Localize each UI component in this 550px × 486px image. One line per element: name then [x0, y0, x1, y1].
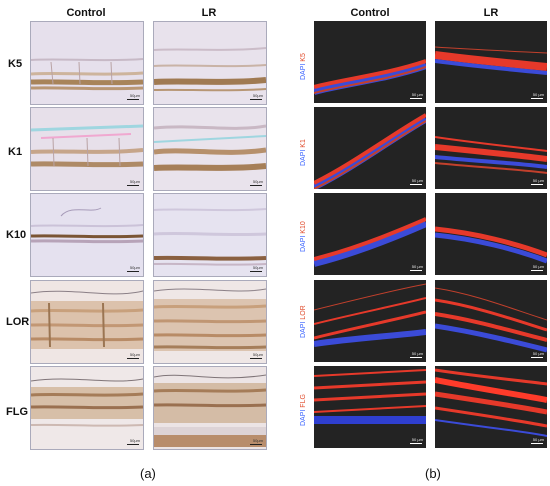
scale-bar: [531, 443, 543, 444]
scale-label: 50 µm: [532, 178, 544, 183]
scale-label: 50 µm: [532, 264, 544, 269]
scale-label: 50µm: [252, 438, 263, 443]
panel-b-row-label-flg: DAPI FLG: [300, 394, 307, 426]
panel-b-row-label-lor: DAPI LOR: [300, 305, 307, 338]
ihc-image-flg-lr: 50µm: [153, 366, 267, 450]
marker-label: K1: [300, 139, 307, 148]
dapi-label: DAPI: [300, 409, 307, 426]
scale-label: 50µm: [129, 438, 140, 443]
ihc-image-k5-lr: 50µm: [153, 21, 267, 105]
panel-b-row-label-k5: DAPI K5: [300, 53, 307, 80]
panel-a-row-label-lor: LOR: [6, 316, 30, 328]
panel-b-label: (b): [425, 466, 441, 481]
fluor-image-k1-lr: 50 µm: [435, 107, 547, 189]
scale-bar: [127, 358, 139, 359]
panel-b-row-label-k10: DAPI K10: [300, 221, 307, 252]
scale-bar: [410, 357, 422, 358]
ihc-image-k10-control: 50µm: [30, 193, 144, 277]
scale-bar: [250, 185, 262, 186]
scale-label: 50 µm: [532, 437, 544, 442]
fluor-image-flg-control: 50 µm: [314, 366, 426, 448]
scale-label: 50µm: [129, 265, 140, 270]
marker-label: FLG: [300, 394, 307, 408]
scale-label: 50 µm: [411, 178, 423, 183]
dapi-label: DAPI: [300, 321, 307, 338]
panel-b-header-control: Control: [350, 7, 390, 19]
panel-a-row-label-flg: FLG: [6, 406, 28, 418]
dapi-label: DAPI: [300, 235, 307, 252]
scale-label: 50 µm: [411, 92, 423, 97]
marker-label: K10: [300, 221, 307, 234]
panel-a-row-label-k5: K5: [8, 58, 23, 70]
panel-b-header-lr: LR: [483, 7, 499, 19]
scale-bar: [127, 99, 139, 100]
scale-bar: [531, 270, 543, 271]
ihc-image-lor-lr: 50µm: [153, 280, 267, 364]
fluor-image-k5-lr: 50 µm: [435, 21, 547, 103]
panel-a-header-lr: LR: [201, 7, 217, 19]
scale-bar: [410, 98, 422, 99]
scale-bar: [250, 444, 262, 445]
scale-label: 50 µm: [532, 92, 544, 97]
fluor-image-lor-lr: 50 µm: [435, 280, 547, 362]
ihc-image-lor-control: 50µm: [30, 280, 144, 364]
scale-bar: [531, 98, 543, 99]
fluor-image-lor-control: 50 µm: [314, 280, 426, 362]
scale-label: 50 µm: [411, 437, 423, 442]
scale-bar: [531, 357, 543, 358]
ihc-image-k1-control: 50µm: [30, 107, 144, 191]
ihc-image-k10-lr: 50µm: [153, 193, 267, 277]
panel-a-row-label-k1: K1: [8, 146, 23, 158]
ihc-image-k5-control: 50µm: [30, 21, 144, 105]
marker-label: K5: [300, 53, 307, 62]
dapi-label: DAPI: [300, 63, 307, 80]
scale-label: 50 µm: [411, 264, 423, 269]
scale-label: 50µm: [129, 352, 140, 357]
panel-b-row-label-k1: DAPI K1: [300, 139, 307, 166]
scale-bar: [410, 443, 422, 444]
scale-label: 50µm: [252, 179, 263, 184]
panel-a-header-control: Control: [66, 7, 106, 19]
panel-a-row-label-k10: K10: [6, 229, 27, 241]
scale-bar: [127, 444, 139, 445]
scale-label: 50µm: [252, 265, 263, 270]
fluor-image-flg-lr: 50 µm: [435, 366, 547, 448]
scale-label: 50 µm: [411, 351, 423, 356]
panel-a-label: (a): [140, 466, 156, 481]
scale-bar: [127, 271, 139, 272]
marker-label: LOR: [300, 305, 307, 320]
scale-label: 50 µm: [532, 351, 544, 356]
scale-label: 50µm: [129, 93, 140, 98]
scale-bar: [410, 270, 422, 271]
scale-bar: [250, 99, 262, 100]
scale-bar: [531, 184, 543, 185]
ihc-image-flg-control: 50µm: [30, 366, 144, 450]
fluor-image-k10-lr: 50 µm: [435, 193, 547, 275]
fluor-image-k1-control: 50 µm: [314, 107, 426, 189]
dapi-label: DAPI: [300, 149, 307, 166]
scale-bar: [410, 184, 422, 185]
scale-bar: [250, 358, 262, 359]
fluor-image-k5-control: 50 µm: [314, 21, 426, 103]
scale-bar: [127, 185, 139, 186]
scale-bar: [250, 271, 262, 272]
scale-label: 50µm: [252, 93, 263, 98]
scale-label: 50µm: [252, 352, 263, 357]
fluor-image-k10-control: 50 µm: [314, 193, 426, 275]
scale-label: 50µm: [129, 179, 140, 184]
ihc-image-k1-lr: 50µm: [153, 107, 267, 191]
